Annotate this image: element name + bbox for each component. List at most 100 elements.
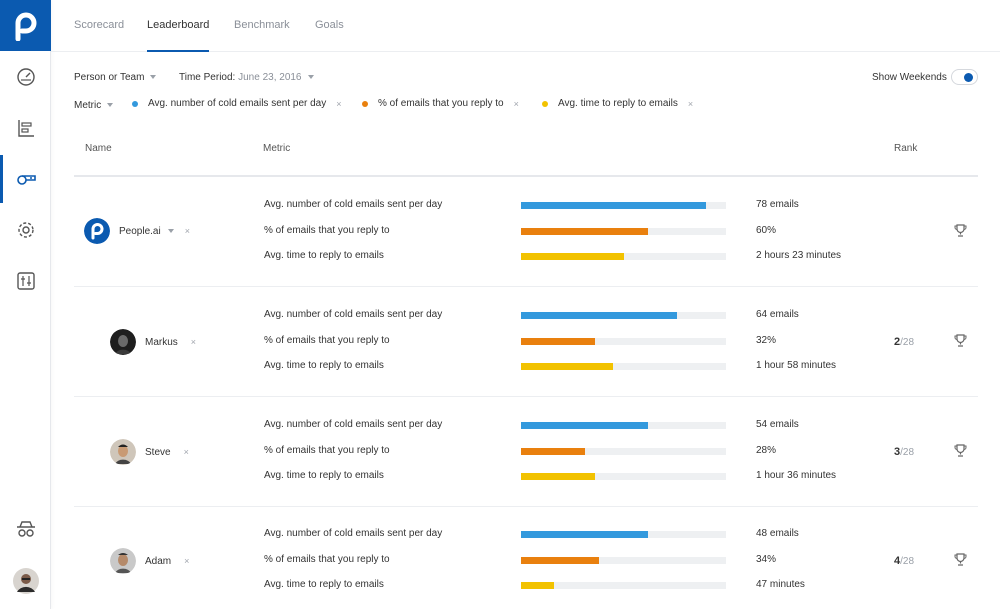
remove-icon[interactable]: × <box>183 447 189 457</box>
avatar <box>110 329 136 355</box>
time-period-dropdown[interactable]: Time Period: June 23, 2016 <box>179 72 314 83</box>
row-entity[interactable]: Markus × <box>110 329 196 355</box>
entity-name: Steve <box>145 446 171 458</box>
metric-label-reply-time: Avg. time to reply to emails <box>264 360 384 371</box>
metric-bar-fill <box>521 422 649 429</box>
metric-value: 28% <box>756 444 777 456</box>
metric-bar-track <box>521 337 726 345</box>
metric-bar-fill <box>521 582 554 589</box>
row-entity[interactable]: Steve × <box>110 439 189 465</box>
metric-bar-fill <box>521 253 624 260</box>
metric-chip-reply-time[interactable]: Avg. time to reply to emails × <box>542 98 693 109</box>
avatar <box>110 548 136 574</box>
metric-bar-fill <box>521 337 595 345</box>
top-tabs: Scorecard Leaderboard Benchmark Goals <box>51 0 1000 52</box>
metric-label-cold-emails: Avg. number of cold emails sent per day <box>264 309 443 320</box>
metric-value: 32% <box>756 334 777 346</box>
metric-bar-track <box>521 582 726 589</box>
metric-label-reply-rate: % of emails that you reply to <box>264 334 390 346</box>
chip-label: Avg. time to reply to emails <box>558 98 678 109</box>
user-avatar[interactable] <box>0 557 51 605</box>
chevron-down-icon[interactable] <box>167 229 174 233</box>
metric-value: 60% <box>756 224 777 236</box>
remove-icon[interactable]: × <box>336 98 342 109</box>
metric-bar-track <box>521 556 726 564</box>
metric-bar-fill <box>521 531 649 538</box>
table-row: Markus × Avg. number of cold emails sent… <box>74 288 978 397</box>
remove-icon[interactable]: × <box>184 226 190 236</box>
sidebar <box>0 0 51 609</box>
row-entity[interactable]: People.ai × <box>84 218 190 244</box>
nav-leaderboard-icon[interactable] <box>0 155 51 203</box>
entity-name: People.ai <box>119 225 161 237</box>
metric-value: 64 emails <box>756 309 799 320</box>
metric-bar-fill <box>521 312 677 319</box>
metric-label: Metric <box>74 100 102 111</box>
tab-goals[interactable]: Goals <box>315 19 344 31</box>
nav-settings-icon[interactable] <box>0 206 51 254</box>
team-avatar <box>84 218 110 244</box>
column-header-metric: Metric <box>263 143 291 154</box>
chevron-down-icon <box>307 75 314 80</box>
rank-value: 2/28 <box>894 336 914 348</box>
remove-icon[interactable]: × <box>687 98 694 109</box>
table-row: Steve × Avg. number of cold emails sent … <box>74 398 978 507</box>
remove-icon[interactable]: × <box>513 98 519 109</box>
table-row: Adam × Avg. number of cold emails sent p… <box>74 507 978 609</box>
person-or-team-dropdown[interactable]: Person or Team <box>74 72 157 83</box>
trophy-icon[interactable] <box>954 553 967 571</box>
time-period-label: Time Period: <box>179 72 236 83</box>
nav-reports-icon[interactable] <box>0 104 51 152</box>
trophy-icon[interactable] <box>954 334 967 352</box>
metric-value: 34% <box>756 553 777 565</box>
people-ai-logo-icon <box>15 12 36 41</box>
tab-scorecard[interactable]: Scorecard <box>74 19 125 31</box>
metric-bar-fill <box>521 447 585 455</box>
chevron-down-icon <box>107 103 114 108</box>
metric-value: 2 hours 23 minutes <box>756 250 842 261</box>
tab-leaderboard[interactable]: Leaderboard <box>147 0 210 52</box>
remove-icon[interactable]: × <box>190 337 197 347</box>
orange-dot-icon <box>362 100 368 107</box>
metric-label-cold-emails: Avg. number of cold emails sent per day <box>264 419 443 430</box>
metric-label-cold-emails: Avg. number of cold emails sent per day <box>264 199 443 210</box>
row-entity[interactable]: Adam × <box>110 548 189 574</box>
metric-value: 1 hour 58 minutes <box>756 360 837 371</box>
rank-position: 3 <box>894 446 901 458</box>
blue-dot-icon <box>132 100 138 107</box>
metric-label-reply-time: Avg. time to reply to emails <box>264 250 384 261</box>
metric-chip-reply-rate[interactable]: % of emails that you reply to × <box>362 98 519 109</box>
trophy-icon[interactable] <box>954 444 967 462</box>
metric-bar-track <box>521 253 726 260</box>
metric-bar-fill <box>521 202 706 209</box>
trophy-icon[interactable] <box>954 224 967 242</box>
show-weekends-toggle[interactable] <box>951 69 978 85</box>
table-row: People.ai × Avg. number of cold emails s… <box>74 178 978 287</box>
entity-name: Adam <box>145 555 172 567</box>
metric-chip-cold-emails[interactable]: Avg. number of cold emails sent per day … <box>132 98 342 109</box>
nav-dashboard-icon[interactable] <box>0 53 51 101</box>
rank-total: /28 <box>900 556 915 567</box>
metric-bar-track <box>521 312 726 319</box>
metric-bar-track <box>521 422 726 429</box>
avatar <box>110 439 136 465</box>
time-period-value: June 23, 2016 <box>238 72 302 83</box>
header-divider <box>74 175 978 177</box>
rank-total: /28 <box>900 447 915 458</box>
metric-bar-track <box>521 531 726 538</box>
metric-bar-fill <box>521 227 649 235</box>
column-header-rank: Rank <box>894 143 918 154</box>
metric-bar-track <box>521 473 726 480</box>
tab-benchmark[interactable]: Benchmark <box>234 19 290 31</box>
rank-position: 4 <box>894 555 901 567</box>
metric-value: 1 hour 36 minutes <box>756 470 837 481</box>
remove-icon[interactable]: × <box>184 556 190 566</box>
metric-value: 47 minutes <box>756 579 805 590</box>
nav-incognito-icon[interactable] <box>0 505 51 553</box>
nav-filters-icon[interactable] <box>0 257 51 305</box>
metric-dropdown[interactable]: Metric <box>74 100 114 111</box>
metric-label-reply-time: Avg. time to reply to emails <box>264 579 384 590</box>
rank-value: 3/28 <box>894 446 914 458</box>
metric-value: 78 emails <box>756 199 799 210</box>
brand-logo[interactable] <box>0 0 51 51</box>
